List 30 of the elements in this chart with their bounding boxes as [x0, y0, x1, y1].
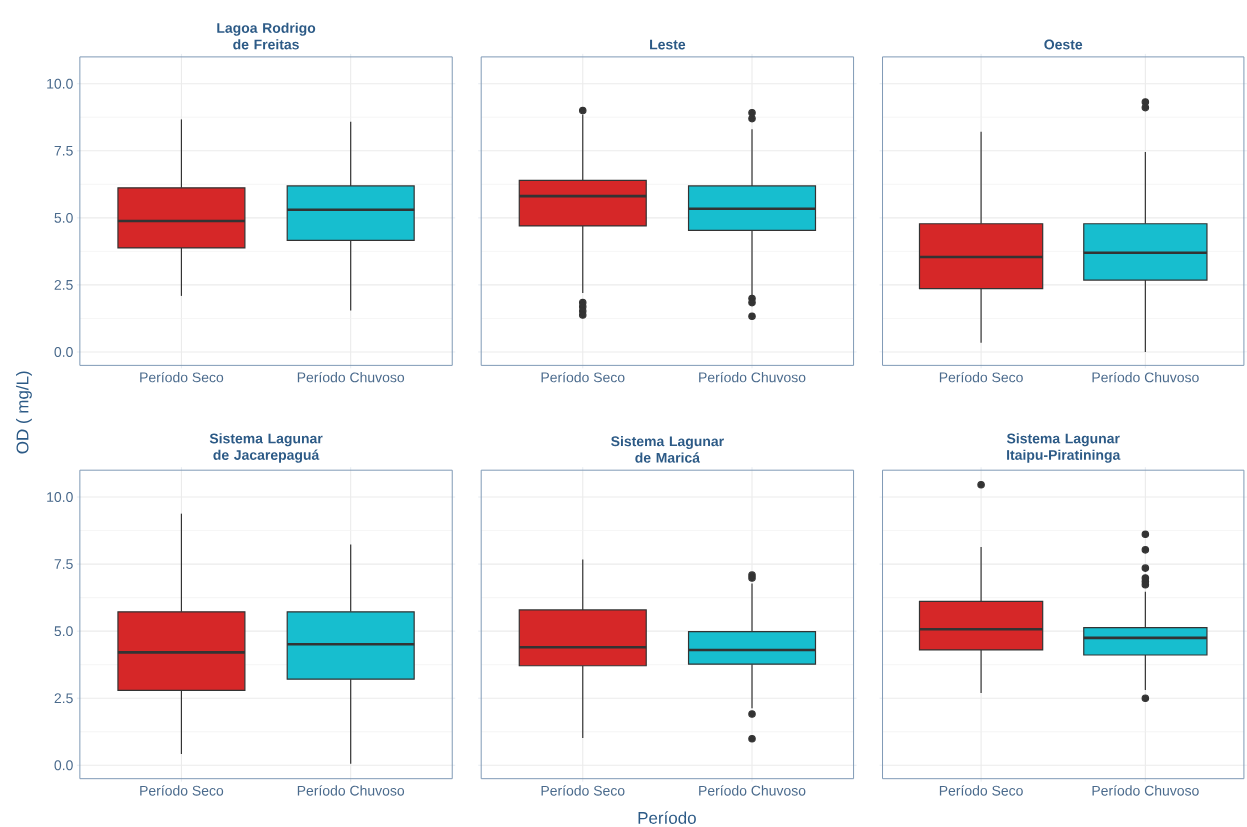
x-tick-label: Período Seco — [140, 371, 224, 383]
y-tick-label: 10.0 — [47, 491, 73, 502]
y-tick-label: 0.0 — [54, 760, 73, 771]
y-tick-label: 0.0 — [54, 346, 73, 357]
x-tick-label: Período Chuvoso — [1092, 785, 1199, 796]
x-tick-label: Período Seco — [541, 371, 625, 383]
x-tick-label: Período Chuvoso — [297, 785, 405, 796]
x-tick-label: Período Seco — [939, 371, 1023, 383]
x-tick-label: Período Chuvoso — [1092, 371, 1199, 383]
y-tick-label: 2.5 — [54, 693, 73, 704]
x-tick-label: Período Seco — [541, 785, 625, 796]
y-tick-label: 7.5 — [54, 145, 73, 156]
x-tick-label: Período Chuvoso — [699, 785, 806, 796]
y-tick-label: 5.0 — [54, 626, 73, 636]
y-tick-label: 5.0 — [54, 212, 73, 223]
chart-title: Lagoa Rodrigo de Freitas — [217, 22, 316, 50]
chart-title: Leste — [650, 39, 686, 50]
y-tick-label: 2.5 — [54, 279, 73, 290]
x-tick-label: Período Seco — [939, 785, 1023, 796]
chart-title: Oeste — [1044, 39, 1083, 50]
x-axis-title: Período — [638, 811, 696, 824]
y-axis-title: OD ( mg/L) — [16, 371, 32, 454]
x-tick-label: Período Seco — [140, 785, 224, 796]
y-tick-label: 10.0 — [47, 78, 73, 89]
chart-title: Sistema Lagunar de Maricá — [611, 435, 724, 463]
x-tick-label: Período Chuvoso — [297, 371, 405, 383]
chart-title: Sistema Lagunar Itaipu-Piratininga — [1006, 433, 1121, 463]
y-tick-label: 7.5 — [54, 559, 73, 569]
x-tick-label: Período Chuvoso — [699, 371, 806, 383]
chart-title: Sistema Lagunar de Jacarepaguá — [209, 433, 323, 463]
